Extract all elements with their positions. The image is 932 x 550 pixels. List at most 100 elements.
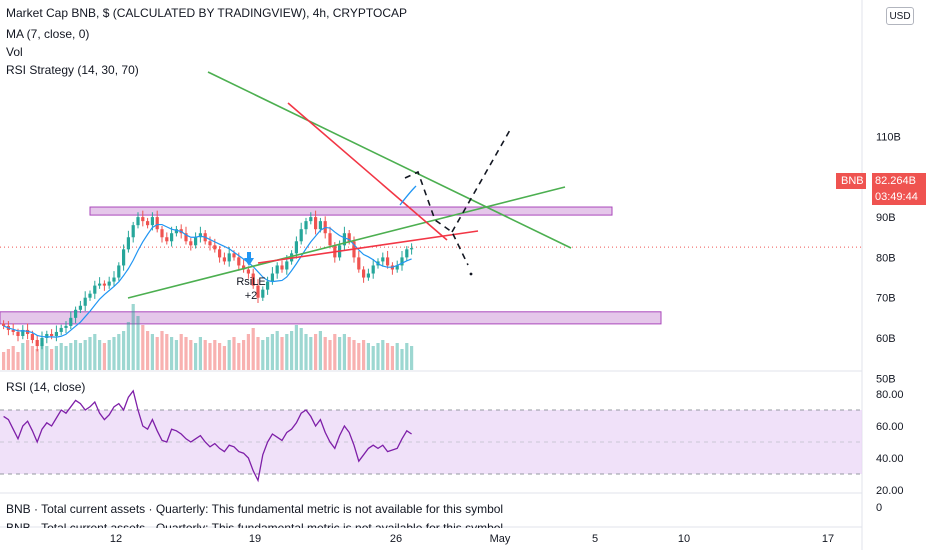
candle-body <box>222 257 226 262</box>
volume-bar <box>170 337 174 370</box>
volume-bar <box>338 337 342 370</box>
candle-body <box>30 333 34 341</box>
rsi-line <box>3 389 412 483</box>
volume-bar <box>285 334 289 370</box>
legend-rsi-strategy[interactable]: RSI Strategy (14, 30, 70) <box>6 63 139 77</box>
candle-body <box>328 233 332 246</box>
volume-bar <box>270 334 274 370</box>
volume-bar <box>227 340 231 370</box>
volume-bar <box>40 343 44 370</box>
candle-body <box>285 261 289 270</box>
legend-ma[interactable]: MA (7, close, 0) <box>6 27 90 41</box>
resistance-zone <box>89 206 613 216</box>
projection-end-dot <box>469 272 473 276</box>
volume-bar <box>150 334 154 370</box>
volume-bar <box>357 343 361 370</box>
ma-line <box>3 223 412 338</box>
candle-body <box>237 257 241 266</box>
time-tick-label: 26 <box>390 533 402 545</box>
candle-body <box>251 273 255 286</box>
time-tick-label: 17 <box>822 533 834 545</box>
candle-body <box>35 340 39 347</box>
candle-body <box>294 241 298 254</box>
volume-bar <box>59 343 63 370</box>
volume-bar <box>102 343 106 370</box>
volume-bar <box>410 346 414 370</box>
volume-bar <box>222 346 226 370</box>
volume-bar <box>179 334 183 370</box>
volume-bar <box>390 346 394 370</box>
volume-bar <box>208 343 212 370</box>
rsi-band <box>0 410 862 474</box>
candle-body <box>141 217 145 222</box>
volume-bar <box>342 334 346 370</box>
volume-bar <box>189 340 193 370</box>
signal-arrow-icon <box>244 252 254 266</box>
volume-bar <box>352 340 356 370</box>
candle-body <box>170 233 174 242</box>
candle-body <box>314 217 318 230</box>
volume-bar <box>381 340 385 370</box>
chart-title[interactable]: Market Cap BNB, $ (CALCULATED BY TRADING… <box>6 6 407 20</box>
volume-bar <box>299 328 303 370</box>
volume-bar <box>309 337 313 370</box>
candle-body <box>381 257 385 262</box>
candle-body <box>2 323 6 326</box>
candle-body <box>107 281 111 286</box>
volume-bar <box>395 343 399 370</box>
volume-bar <box>155 337 159 370</box>
volume-bar <box>184 337 188 370</box>
candle-body <box>98 283 102 286</box>
candle-body <box>40 338 44 347</box>
trendline-descending-red <box>287 102 448 241</box>
legend-vol[interactable]: Vol <box>6 45 23 59</box>
volume-bar <box>35 349 39 370</box>
volume-bar <box>251 328 255 370</box>
candle-body <box>146 221 150 226</box>
candle-body <box>83 297 87 306</box>
volume-bar <box>6 349 10 370</box>
candle-body <box>280 265 284 270</box>
candle-body <box>59 327 63 332</box>
candle-body <box>386 257 390 266</box>
candle-body <box>194 237 198 246</box>
candle-body <box>21 329 25 336</box>
volume-bar <box>21 343 25 370</box>
legend-rsi-pane[interactable]: RSI (14, close) <box>6 380 86 394</box>
candle-body <box>347 233 351 242</box>
candle-body <box>11 329 15 332</box>
candle-body <box>357 257 361 270</box>
candle-body <box>131 225 135 238</box>
candle-body <box>165 237 169 242</box>
volume-bar <box>237 343 241 370</box>
price-tick-label: 70B <box>876 293 896 305</box>
time-tick-label: May <box>490 533 511 545</box>
candle-body <box>45 333 49 338</box>
volume-bar <box>318 331 322 370</box>
time-tick-label: 10 <box>678 533 690 545</box>
volume-bar <box>246 334 250 370</box>
candle-body <box>174 229 178 234</box>
candle-body <box>198 233 202 238</box>
price-badge-value: 82.264B <box>872 173 926 189</box>
volume-bar <box>165 334 169 370</box>
volume-bar <box>304 334 308 370</box>
candle-body <box>246 269 250 274</box>
time-tick-label: 5 <box>592 533 598 545</box>
candle-body <box>16 331 20 336</box>
volume-bar <box>256 337 260 370</box>
volume-bar <box>366 343 370 370</box>
candle-body <box>342 233 346 246</box>
volume-bar <box>69 343 73 370</box>
candle-body <box>102 283 106 286</box>
volume-bar <box>314 334 318 370</box>
signal-label: RsiLE <box>236 276 265 288</box>
volume-bar <box>45 346 49 370</box>
fundamental-note-2: BNB · Total current assets · Quarterly: … <box>6 521 504 528</box>
volume-bar <box>400 349 404 370</box>
currency-button[interactable]: USD <box>886 7 914 25</box>
candle-body <box>69 317 73 326</box>
candle-body <box>189 241 193 246</box>
rsi-tick-label: 40.00 <box>876 453 904 465</box>
